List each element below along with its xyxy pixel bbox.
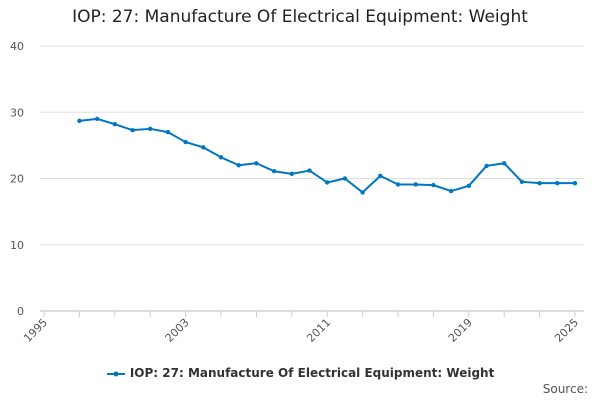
- data-point: [537, 180, 542, 186]
- data-point: [378, 173, 383, 179]
- x-tick-label: 2003: [163, 316, 192, 345]
- data-point: [94, 116, 100, 122]
- chart-title: IOP: 27: Manufacture Of Electrical Equip…: [72, 7, 528, 27]
- data-point: [572, 180, 578, 186]
- data-point: [555, 180, 560, 186]
- y-tick-label: 10: [10, 239, 24, 252]
- data-point: [236, 163, 241, 168]
- y-tick-label: 20: [10, 173, 24, 186]
- data-point: [307, 168, 312, 173]
- legend: IOP: 27: Manufacture Of Electrical Equip…: [0, 366, 600, 380]
- data-point: [431, 182, 436, 188]
- data-point: [254, 161, 259, 166]
- data-point: [148, 126, 153, 132]
- data-point: [519, 179, 525, 185]
- source-label: Source:: [542, 382, 588, 396]
- data-point: [183, 139, 188, 145]
- x-tick-label: 2019: [446, 316, 475, 345]
- data-point: [130, 127, 135, 133]
- y-tick-label: 40: [10, 40, 24, 53]
- data-point: [448, 188, 454, 194]
- data-point: [502, 161, 507, 166]
- data-point: [218, 155, 224, 160]
- legend-line-marker-icon: [106, 371, 125, 376]
- data-point: [484, 163, 489, 169]
- x-tick-label: 2025: [552, 316, 581, 345]
- y-tick-label: 0: [17, 305, 24, 318]
- data-point: [325, 180, 330, 185]
- data-point: [413, 182, 418, 187]
- data-point: [466, 183, 471, 188]
- data-point: [77, 118, 82, 124]
- data-point: [289, 171, 294, 177]
- data-point: [360, 190, 365, 195]
- data-point: [201, 145, 206, 150]
- legend-label: IOP: 27: Manufacture Of Electrical Equip…: [129, 366, 495, 380]
- x-tick-label: 2011: [304, 316, 333, 345]
- data-point: [395, 182, 401, 187]
- y-tick-label: 30: [10, 106, 24, 119]
- data-point: [271, 169, 277, 174]
- data-point: [112, 121, 118, 127]
- data-point: [342, 176, 348, 181]
- data-point: [165, 129, 171, 135]
- x-tick-label: 1995: [21, 316, 50, 345]
